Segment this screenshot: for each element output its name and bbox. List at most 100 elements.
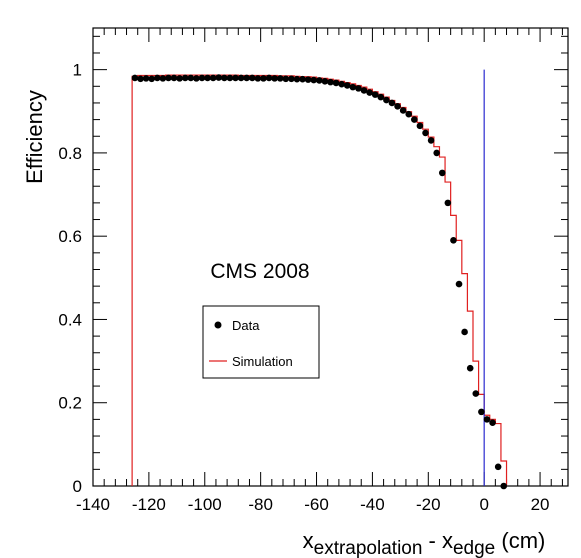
data-point [176,75,183,82]
data-point [450,237,457,244]
legend-data-marker [214,321,222,329]
data-point [360,87,368,94]
axis-ticks [92,28,568,487]
data-point [237,74,245,82]
data-point [316,77,323,84]
data-point [243,74,250,82]
data-point [399,107,407,114]
data-point [226,74,234,82]
data-point [170,74,178,82]
data-point [366,89,373,96]
data-point [265,74,273,82]
plot-frame [92,27,569,487]
simulation-step-line [131,74,508,486]
data-point [193,75,200,82]
data-point [288,75,295,83]
data-point [388,99,396,107]
data-point [343,82,351,89]
x-axis-title-part: - x [422,528,453,553]
data-point [444,199,452,207]
data-point [483,416,491,423]
data-point [427,137,435,144]
data-point [299,75,306,83]
y-axis-title: Efficiency [22,90,47,184]
data-point [187,74,195,82]
data-point [209,74,217,82]
data-point [355,85,362,92]
data-point [221,74,228,82]
data-point [159,75,167,82]
data-point [204,74,211,82]
data-point [327,78,334,86]
data-point [137,75,144,83]
y-tick-label: 1 [73,61,82,80]
data-point [438,169,446,177]
data-point [472,390,480,397]
y-tick-label: 0.6 [58,227,82,246]
y-tick-label: 0.2 [58,394,82,413]
data-point [332,79,340,87]
data-series [131,74,508,490]
x-tick-label: -140 [76,495,110,514]
legend-data-label: Data [232,318,260,333]
data-point [416,122,424,130]
data-point [248,74,256,82]
data-point [466,364,474,372]
x-axis-title-part: extrapolation [314,538,423,558]
data-point [494,463,502,471]
data-point [321,77,329,85]
plot-area-border [92,27,569,487]
data-point [131,74,139,82]
x-tick-label: -80 [248,495,273,514]
legend-simulation-label: Simulation [232,354,293,369]
data-point [405,110,413,118]
x-tick-label: 20 [531,495,550,514]
data-point [500,482,508,490]
data-point [254,75,262,82]
tick-labels: -140 -120 -100 -80 -60 -40 -20 0 20 0 0.2 0.4 0.6 0.8… [58,61,549,514]
data-point [181,74,189,82]
data-point [455,280,463,288]
data-point [349,83,357,91]
data-point [422,129,429,137]
data-point [260,75,267,82]
x-axis-title: xextrapolation - xedge (cm) [303,528,546,558]
data-point [371,91,379,98]
data-point [433,149,440,157]
legend: Data Simulation [202,305,320,379]
y-tick-label: 0.8 [58,144,82,163]
data-point [338,80,345,88]
chart-annotation: CMS 2008 [210,260,309,283]
data-point [165,74,172,82]
y-tick-label: 0.4 [58,310,82,329]
x-tick-label: -100 [188,495,222,514]
data-point [215,74,223,81]
data-point [489,419,496,427]
simulation-series [131,74,508,486]
data-point [271,75,278,82]
data-point [148,75,155,83]
data-point [461,328,468,336]
data-point [394,102,401,110]
x-tick-label: -120 [132,495,166,514]
data-point [276,75,284,82]
x-axis-title-part: edge [453,538,495,558]
data-point [478,408,485,416]
y-tick-label: 0 [73,477,82,496]
data-point [304,76,312,83]
data-point [310,76,318,84]
x-tick-label: 0 [479,495,488,514]
data-point [142,75,150,82]
x-axis-title-part: x [303,528,314,553]
legend-box [202,305,320,379]
data-point [411,116,418,123]
data-point [377,93,385,101]
data-point [232,74,239,82]
x-tick-label: -20 [416,495,441,514]
data-point [153,74,161,82]
x-axis-title-part: (cm) [495,528,545,553]
data-point [383,96,390,104]
x-tick-label: -40 [360,495,385,514]
data-point [198,74,206,82]
